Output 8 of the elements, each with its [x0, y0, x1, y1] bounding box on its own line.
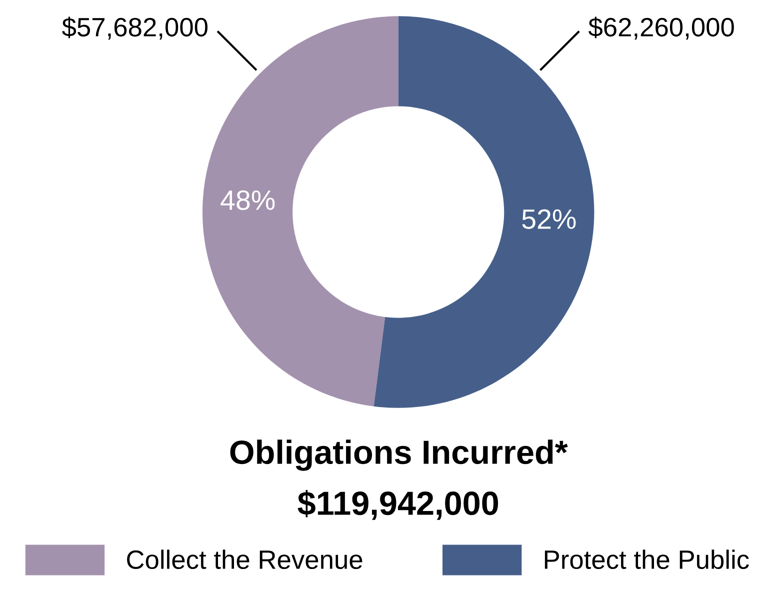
text: $119,942,000 [298, 490, 498, 520]
data-label: 52% [522, 209, 576, 229]
text: $57,682,000 [62, 16, 208, 40]
legend-label: Protect the Public [544, 550, 749, 570]
legend-label: Collect the Revenue [127, 550, 362, 570]
data-label: 48% [220, 190, 275, 210]
text: $62,260,000 [588, 16, 734, 40]
text: Obligations Incurred* [230, 440, 568, 471]
